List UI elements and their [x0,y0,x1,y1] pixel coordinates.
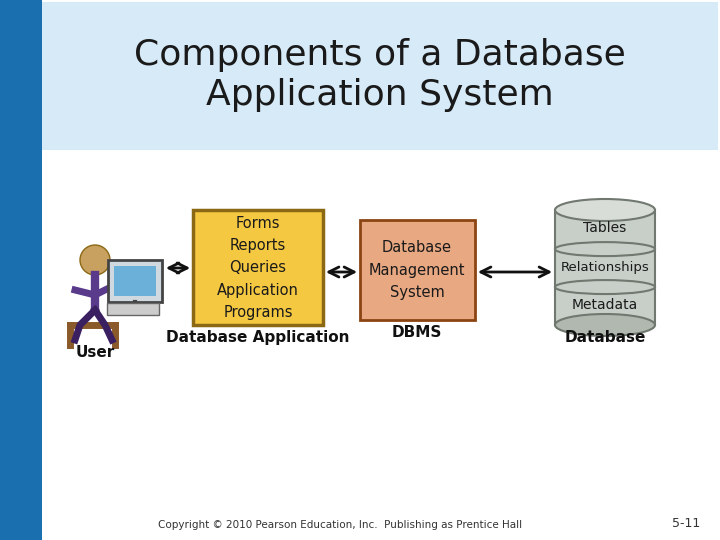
Circle shape [80,245,110,275]
Text: 5-11: 5-11 [672,517,700,530]
FancyBboxPatch shape [107,303,159,315]
FancyBboxPatch shape [114,266,156,296]
Text: Database: Database [564,330,646,345]
Text: Database Application: Database Application [166,330,350,345]
FancyBboxPatch shape [42,2,718,150]
FancyBboxPatch shape [555,210,655,325]
Text: Components of a Database
Application System: Components of a Database Application Sys… [134,38,626,112]
Text: Copyright © 2010 Pearson Education, Inc.  Publishing as Prentice Hall: Copyright © 2010 Pearson Education, Inc.… [158,520,522,530]
Text: Metadata: Metadata [572,299,638,313]
Ellipse shape [555,314,655,336]
Ellipse shape [555,280,655,294]
FancyBboxPatch shape [193,210,323,325]
Polygon shape [0,360,42,540]
Text: DBMS: DBMS [392,325,442,340]
Ellipse shape [555,199,655,221]
Text: Forms
Reports
Queries
Application
Programs: Forms Reports Queries Application Progra… [217,216,299,320]
Text: Relationships: Relationships [561,261,649,274]
FancyBboxPatch shape [360,220,475,320]
Text: Tables: Tables [583,221,626,235]
FancyBboxPatch shape [108,260,162,302]
Text: Database
Management
System: Database Management System [369,240,465,300]
FancyBboxPatch shape [0,0,42,540]
Text: User: User [76,345,114,360]
Ellipse shape [555,242,655,256]
